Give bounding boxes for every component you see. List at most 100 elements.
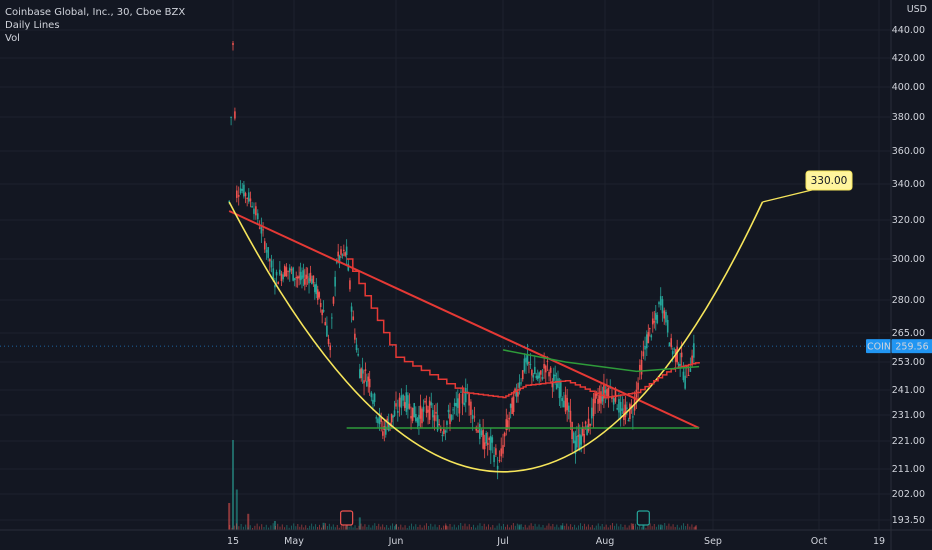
candle-body [581,426,584,436]
candle-body [372,399,374,404]
volume-bar [238,526,240,530]
chart-grid [0,0,890,530]
volume-bar [315,524,317,530]
volume-bar [639,524,641,530]
candle-body [601,396,604,402]
candle-body [400,395,403,408]
volume-bar [428,526,430,530]
volume-bar [309,525,311,530]
volume-bar [554,526,556,530]
volume-bar [380,526,382,530]
currency-label: USD [907,4,927,15]
candle-body [618,399,620,413]
candle-body [251,205,253,208]
candle-body [580,435,583,445]
volume-bar [647,525,649,530]
volume-bar [611,523,613,530]
candle-body [687,374,690,376]
candle-body [566,397,568,411]
candle-body [455,403,458,407]
volume-bar [492,525,494,530]
candle-body [395,403,397,407]
candle-body [382,431,384,436]
volume-bar [637,526,639,530]
volume-bar [607,527,609,530]
volume-bar [274,526,276,530]
volume-bar [436,527,438,530]
candle-body [398,397,401,407]
x-tick-0: 15 [227,536,239,547]
candle-body [449,414,451,425]
volume-bar [288,527,290,530]
candle-body [368,378,371,388]
candle-body [493,454,495,463]
candle-body [335,261,338,263]
candle-body [654,313,657,320]
candle-body [483,442,486,450]
candle-body [262,229,264,231]
volume-bar [366,527,368,530]
symbol-badge [866,339,892,354]
candle-body [464,387,467,403]
volume-bar [683,523,685,530]
candle-body [315,284,318,295]
volume-bar [695,525,697,530]
volume-bar [336,525,338,530]
volume-bar [254,525,256,530]
candle-body [479,423,481,439]
x-tick-7: 19 [873,536,885,547]
candle-body [503,432,506,437]
candle-body [637,382,639,390]
candle-body [345,246,348,256]
candle-body [407,395,409,410]
candle-body [535,375,538,379]
y-tick-4: 360.00 [892,146,925,157]
volume-bar [548,523,550,530]
candle-body [301,275,303,279]
candle-body [549,367,552,373]
volume-bar [664,523,666,530]
volume-bar [508,527,510,530]
volume-bar [464,523,466,530]
candle-body [502,445,504,454]
candle-body [260,225,263,234]
candle-body [663,310,666,319]
candle-body [430,402,433,406]
volume-bar [552,524,554,530]
volume-bar [249,525,251,530]
candle-body [270,260,273,268]
candle-body [624,404,627,418]
candle-body [341,254,344,256]
volume-bar [477,525,479,530]
candle-body [659,296,662,306]
candle-body [244,193,247,197]
candle-body [489,436,492,451]
candle-body [523,358,526,372]
volume-bar [334,527,336,530]
candle-body [280,273,283,281]
volume-bar [386,525,388,530]
volume-bar [542,525,544,530]
volume-bars [228,440,697,530]
volume-bar [410,523,412,530]
candle-body [298,275,300,279]
volume-bar [530,523,532,530]
candle-body [392,415,394,418]
candle-body [427,409,429,413]
candle-body [616,408,618,410]
x-tick-6: Oct [811,536,828,547]
volume-bar [252,528,254,530]
candle-body [471,415,474,420]
volume-bar [398,526,400,530]
volume-bar [354,525,356,530]
candle-body [529,364,532,366]
volume-bar [344,526,346,530]
y-tick-11: 241.00 [892,385,925,396]
candle-body [693,343,695,358]
candle-body [367,376,370,382]
candle-body [496,465,499,470]
volume-bar [273,521,276,530]
candle-body [410,415,412,419]
volume-bar [532,526,534,530]
